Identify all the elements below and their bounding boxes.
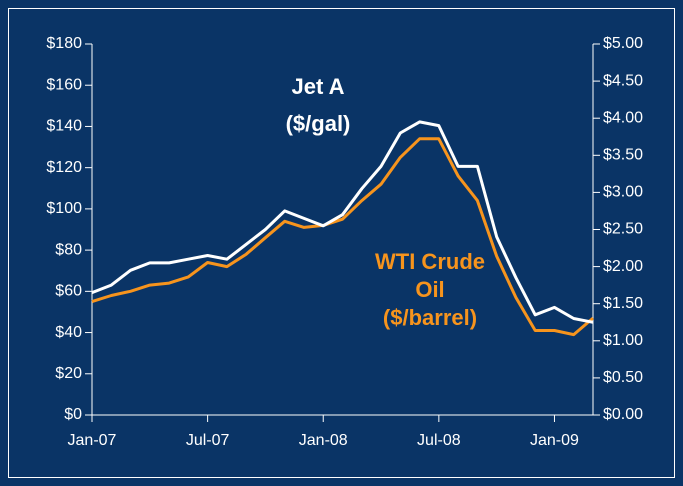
annotation: ($/barrel) (383, 305, 477, 330)
y2-tick-label: $0.50 (603, 369, 643, 386)
x-tick-label: Jul-08 (417, 432, 461, 449)
x-tick-label: Jul-07 (186, 432, 230, 449)
y2-tick-label: $4.00 (603, 109, 643, 126)
y-tick-label: $160 (46, 76, 82, 93)
annotation: ($/gal) (286, 111, 351, 136)
y-tick-label: $80 (55, 241, 82, 258)
y2-tick-label: $3.50 (603, 147, 643, 164)
y-tick-label: $40 (55, 324, 82, 341)
y-tick-label: $120 (46, 159, 82, 176)
y2-tick-label: $2.50 (603, 221, 643, 238)
x-tick-label: Jan-09 (530, 432, 579, 449)
y2-tick-label: $2.00 (603, 258, 643, 275)
y2-tick-label: $3.00 (603, 184, 643, 201)
annotation: Jet A (292, 74, 345, 99)
series-line (91, 137, 594, 337)
annotation: WTI Crude (375, 249, 485, 274)
y2-tick-label: $4.50 (603, 72, 643, 89)
y2-tick-label: $1.00 (603, 332, 643, 349)
y2-tick-label: $0.00 (603, 406, 643, 423)
x-tick-label: Jan-08 (299, 432, 348, 449)
x-tick-label: Jan-07 (68, 432, 117, 449)
series-line (91, 120, 594, 324)
y2-tick-label: $1.50 (603, 295, 643, 312)
y2-tick-label: $5.00 (603, 35, 643, 52)
y-tick-label: $60 (55, 283, 82, 300)
y-tick-label: $20 (55, 365, 82, 382)
frame (8, 8, 675, 478)
y-tick-label: $0 (64, 406, 82, 423)
y-tick-label: $180 (46, 35, 82, 52)
y-tick-label: $140 (46, 118, 82, 135)
annotation: Oil (415, 277, 444, 302)
y-tick-label: $100 (46, 200, 82, 217)
